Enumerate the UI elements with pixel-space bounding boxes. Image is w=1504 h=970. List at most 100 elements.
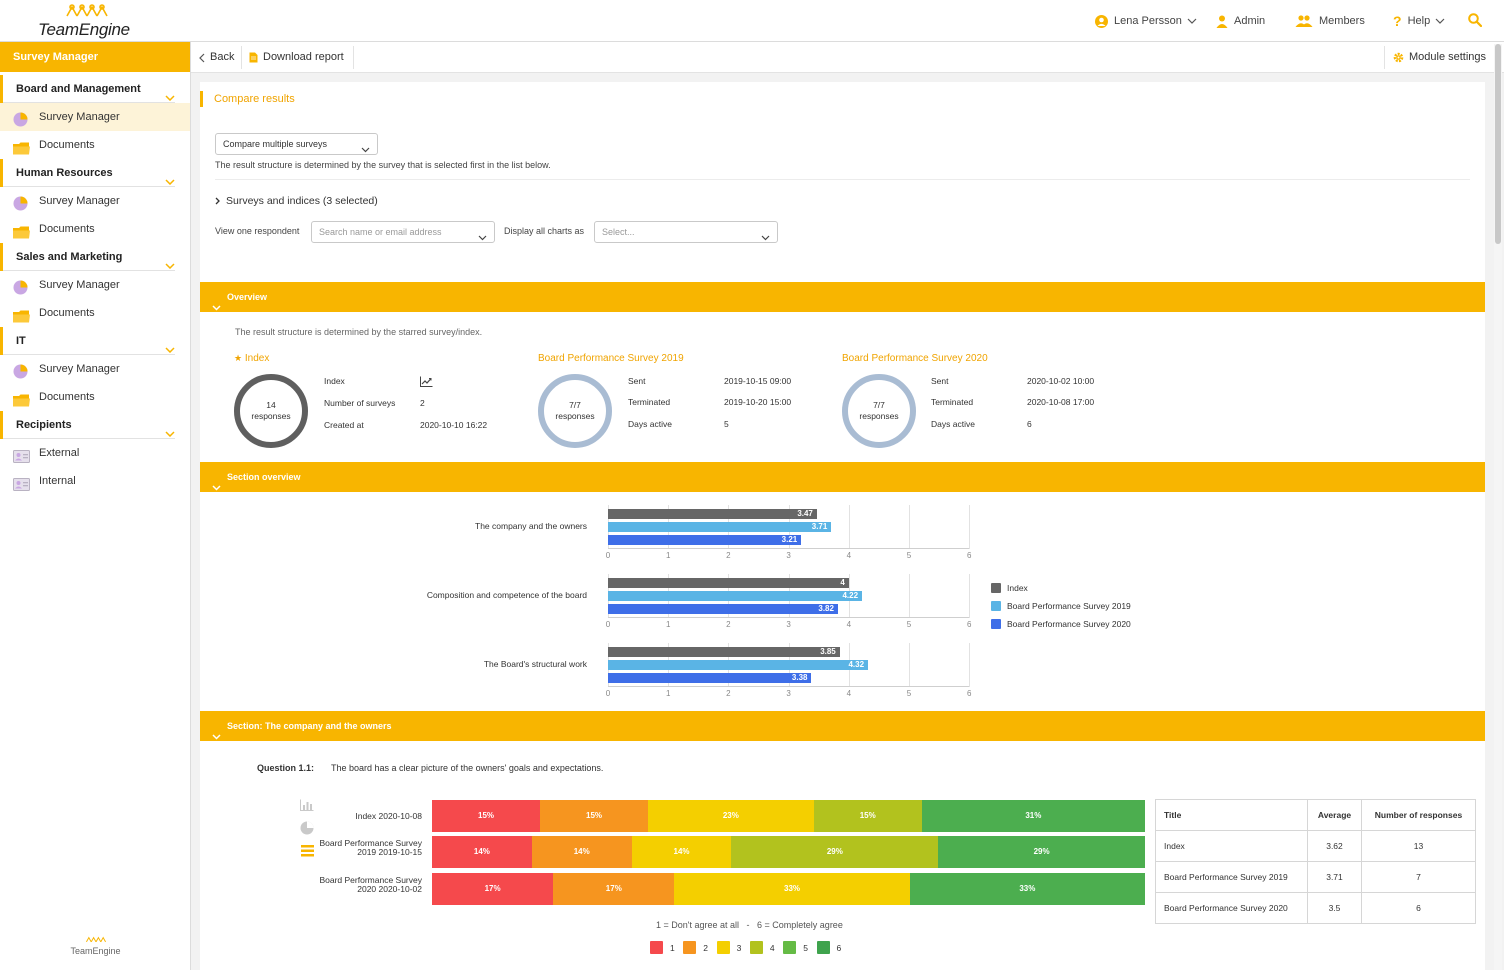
sidebar-group-board[interactable]: Board and Management [0,75,175,103]
legend-swatch [783,941,797,954]
stacked-segment[interactable]: 29% [938,836,1145,868]
bar[interactable]: 4 [608,578,849,588]
sidebar-item-documents[interactable]: Documents [0,215,175,243]
sidebar-item-survey-manager[interactable]: Survey Manager [0,355,175,383]
respondent-search-select[interactable]: Search name or email address [311,221,495,243]
index-key: Index [324,376,345,386]
sidebar-item-internal[interactable]: Internal [0,467,175,495]
category-label: Composition and competence of the board [426,590,587,600]
chevron-down-icon [478,228,487,248]
survey-2019-title[interactable]: Board Performance Survey 2019 [538,353,684,364]
group-label: Human Resources [16,167,113,179]
overview-header[interactable]: Overview [200,282,1485,312]
scale-legend-item[interactable]: 4 [749,941,775,954]
sidebar-item-survey-manager[interactable]: Survey Manager [0,187,175,215]
bar[interactable]: 3.85 [608,647,840,657]
stacked-segment[interactable]: 33% [909,873,1145,905]
gridline [969,574,971,618]
scale-legend-item[interactable]: 6 [816,941,842,954]
top-bar: TeamEngine Lena Persson Admin Members ? … [0,0,1504,42]
trend-chart-icon[interactable] [420,374,433,392]
teamengine-logo[interactable]: TeamEngine [38,4,148,39]
scrollbar-thumb[interactable] [1495,44,1501,244]
section-company-header[interactable]: Section: The company and the owners [200,711,1485,741]
display-charts-select[interactable]: Select... [594,221,778,243]
sidebar-item-documents[interactable]: Documents [0,383,175,411]
legend-item[interactable]: Board Performance Survey 2019 [991,601,1131,611]
sidebar: Survey Manager Board and Management Surv… [0,42,191,970]
stacked-segment[interactable]: 14% [531,836,632,868]
stacked-segment[interactable]: 23% [648,800,814,832]
sidebar-item-survey-manager[interactable]: Survey Manager [0,103,190,131]
x-axis-line [608,617,970,618]
created-at-value: 2020-10-10 16:22 [420,420,488,430]
stacked-segment[interactable]: 17% [432,873,554,905]
legend-label: 3 [736,942,742,953]
bar[interactable]: 4.32 [608,660,869,670]
stacked-segment[interactable]: 33% [674,873,910,905]
stacked-segment[interactable]: 17% [553,873,675,905]
stacked-segment[interactable]: 14% [432,836,532,868]
stacked-segment[interactable]: 15% [540,800,649,832]
divider [241,46,242,69]
bar[interactable]: 3.82 [608,604,838,614]
search-button[interactable] [1468,12,1483,30]
section-overview-header[interactable]: Section overview [200,462,1485,492]
legend-item[interactable]: Index [991,583,1028,593]
donut-caption: responses [251,411,291,421]
legend-item[interactable]: Board Performance Survey 2020 [991,619,1131,629]
scale-legend-item[interactable]: 2 [683,941,708,954]
axis-tick-label: 4 [846,689,852,698]
sidebar-item-external[interactable]: External [0,439,175,467]
days-active-value: 5 [724,419,729,429]
pie-chart-view-icon[interactable] [300,821,314,840]
stacked-segment[interactable]: 15% [432,800,541,832]
sidebar-item-documents[interactable]: Documents [0,299,175,327]
module-settings-button[interactable]: Module settings [1393,42,1486,73]
search-icon [1468,12,1483,30]
help-menu[interactable]: ? Help [1393,13,1445,29]
survey-2020-title[interactable]: Board Performance Survey 2020 [842,353,988,364]
user-name: Lena Persson [1114,15,1182,27]
scale-legend-item[interactable]: 1 [650,941,675,954]
document-icon [249,52,258,63]
donut-count: 7/7 [873,400,885,410]
bar-value-label: 3.85 [820,647,836,656]
sidebar-group-sales[interactable]: Sales and Marketing [0,243,175,271]
bar[interactable]: 3.47 [608,509,817,519]
stacked-segment[interactable]: 14% [631,836,732,868]
sidebar-group-recipients[interactable]: Recipients [0,411,175,439]
user-menu[interactable]: Lena Persson [1095,13,1197,29]
sidebar-group-it[interactable]: IT [0,327,175,355]
chevron-down-icon [361,140,370,160]
stacked-segment[interactable]: 31% [921,800,1145,832]
donut-caption: responses [859,411,899,421]
surveys-toggle[interactable]: Surveys and indices (3 selected) [215,195,378,207]
compare-mode-select[interactable]: Compare multiple surveys [215,133,378,155]
gridline [909,643,910,687]
sidebar-group-hr[interactable]: Human Resources [0,159,175,187]
legend-swatch [749,941,763,954]
scale-legend-item[interactable]: 3 [716,941,742,954]
page-scrollbar[interactable] [1494,44,1502,970]
legend-label: 6 [836,942,842,953]
stacked-bar-view-icon[interactable] [301,844,314,862]
download-report-button[interactable]: Download report [249,42,344,73]
bar[interactable]: 4.22 [608,591,863,601]
admin-link[interactable]: Admin [1216,13,1265,29]
bar[interactable]: 3.71 [608,522,832,532]
members-link[interactable]: Members [1295,13,1365,29]
gridline [909,505,910,549]
sidebar-item-documents[interactable]: Documents [0,131,175,159]
stacked-segment[interactable]: 29% [731,836,939,868]
back-button[interactable]: Back [199,42,234,73]
stacked-segment[interactable]: 15% [813,800,922,832]
bar[interactable]: 3.38 [608,673,812,683]
scale-legend-item[interactable]: 5 [783,941,808,954]
bar[interactable]: 3.21 [608,535,802,545]
row-label: Board Performance Survey 2020 2020-10-02 [319,874,422,894]
legend-swatch [650,941,663,954]
sidebar-item-survey-manager[interactable]: Survey Manager [0,271,175,299]
chevron-down-icon [212,722,221,752]
bar-chart-view-icon[interactable] [300,798,314,816]
